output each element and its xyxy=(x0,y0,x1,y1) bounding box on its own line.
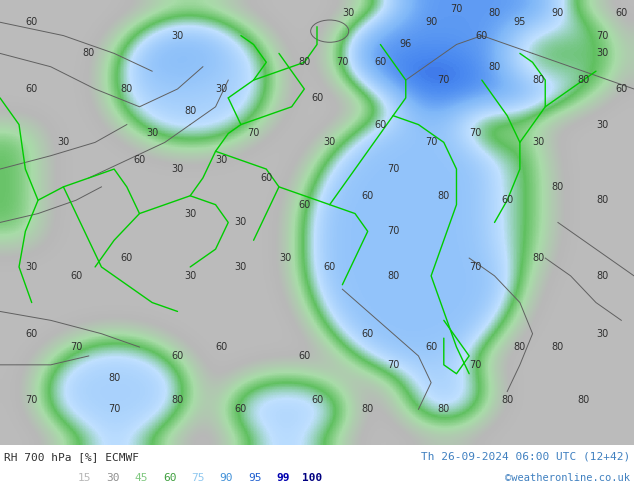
Text: 60: 60 xyxy=(361,329,374,339)
Text: 70: 70 xyxy=(336,57,349,67)
Text: 80: 80 xyxy=(488,62,501,72)
Text: 60: 60 xyxy=(70,271,82,281)
Text: 80: 80 xyxy=(387,271,399,281)
Text: 80: 80 xyxy=(552,182,564,192)
Text: 30: 30 xyxy=(235,218,247,227)
Text: 30: 30 xyxy=(106,473,119,483)
Text: 30: 30 xyxy=(184,209,197,219)
Text: 80: 80 xyxy=(577,75,590,85)
Text: 70: 70 xyxy=(108,404,120,415)
Text: 80: 80 xyxy=(298,57,311,67)
Text: 30: 30 xyxy=(184,271,197,281)
Text: 70: 70 xyxy=(450,4,463,14)
Text: 30: 30 xyxy=(235,262,247,272)
Text: 60: 60 xyxy=(260,173,273,183)
Text: 80: 80 xyxy=(533,75,545,85)
Text: 80: 80 xyxy=(171,395,184,405)
Text: 30: 30 xyxy=(216,155,228,165)
Text: 60: 60 xyxy=(25,17,38,27)
Text: 80: 80 xyxy=(361,404,374,415)
Text: 70: 70 xyxy=(70,342,82,352)
Text: 60: 60 xyxy=(311,93,323,103)
Text: 60: 60 xyxy=(425,342,437,352)
Text: 60: 60 xyxy=(216,342,228,352)
Text: 80: 80 xyxy=(533,253,545,263)
Text: 60: 60 xyxy=(374,120,387,129)
Text: 60: 60 xyxy=(298,199,311,210)
Text: 80: 80 xyxy=(120,84,133,94)
Text: 60: 60 xyxy=(120,253,133,263)
Text: 30: 30 xyxy=(279,253,292,263)
Text: 60: 60 xyxy=(25,84,38,94)
Text: 90: 90 xyxy=(425,17,437,27)
Text: 80: 80 xyxy=(437,404,450,415)
Text: 90: 90 xyxy=(552,8,564,18)
Text: 60: 60 xyxy=(323,262,336,272)
Text: 70: 70 xyxy=(247,128,260,139)
Text: 30: 30 xyxy=(25,262,38,272)
Text: 96: 96 xyxy=(399,40,412,49)
Text: 95: 95 xyxy=(249,473,262,483)
Text: 30: 30 xyxy=(57,137,70,147)
Text: 30: 30 xyxy=(146,128,158,139)
Text: 75: 75 xyxy=(191,473,205,483)
Text: 80: 80 xyxy=(596,195,609,205)
Text: 70: 70 xyxy=(469,128,482,139)
Text: 60: 60 xyxy=(615,84,628,94)
Text: RH 700 hPa [%] ECMWF: RH 700 hPa [%] ECMWF xyxy=(4,452,139,462)
Text: 45: 45 xyxy=(134,473,148,483)
Text: 80: 80 xyxy=(82,49,95,58)
Text: 60: 60 xyxy=(476,30,488,41)
Text: 60: 60 xyxy=(235,404,247,415)
Text: 80: 80 xyxy=(514,342,526,352)
Text: 60: 60 xyxy=(501,195,514,205)
Text: 95: 95 xyxy=(514,17,526,27)
Text: 30: 30 xyxy=(171,30,184,41)
Text: 70: 70 xyxy=(387,226,399,236)
Text: 30: 30 xyxy=(596,120,609,129)
Text: 70: 70 xyxy=(387,360,399,370)
Text: 70: 70 xyxy=(387,164,399,174)
Text: 60: 60 xyxy=(374,57,387,67)
Text: 30: 30 xyxy=(171,164,184,174)
Text: 70: 70 xyxy=(425,137,437,147)
Text: 90: 90 xyxy=(220,473,233,483)
Text: 99: 99 xyxy=(277,473,290,483)
Text: 70: 70 xyxy=(25,395,38,405)
Text: 60: 60 xyxy=(171,351,184,361)
Text: 60: 60 xyxy=(311,395,323,405)
Text: 30: 30 xyxy=(216,84,228,94)
Text: 60: 60 xyxy=(615,8,628,18)
Text: 80: 80 xyxy=(488,8,501,18)
Text: 30: 30 xyxy=(596,49,609,58)
Text: 80: 80 xyxy=(596,271,609,281)
Text: 80: 80 xyxy=(437,191,450,201)
Text: 60: 60 xyxy=(361,191,374,201)
Text: 80: 80 xyxy=(501,395,514,405)
Text: 60: 60 xyxy=(298,351,311,361)
Text: 30: 30 xyxy=(342,8,355,18)
Text: 70: 70 xyxy=(469,262,482,272)
Text: 60: 60 xyxy=(133,155,146,165)
Text: 15: 15 xyxy=(77,473,91,483)
Text: 80: 80 xyxy=(577,395,590,405)
Text: Th 26-09-2024 06:00 UTC (12+42): Th 26-09-2024 06:00 UTC (12+42) xyxy=(421,452,630,462)
Text: 70: 70 xyxy=(437,75,450,85)
Text: 80: 80 xyxy=(184,106,197,116)
Text: 70: 70 xyxy=(469,360,482,370)
Text: 30: 30 xyxy=(323,137,336,147)
Text: 80: 80 xyxy=(108,373,120,383)
Text: 100: 100 xyxy=(302,473,322,483)
Text: 60: 60 xyxy=(25,329,38,339)
Text: 80: 80 xyxy=(552,342,564,352)
Text: 30: 30 xyxy=(533,137,545,147)
Text: ©weatheronline.co.uk: ©weatheronline.co.uk xyxy=(505,473,630,483)
Text: 30: 30 xyxy=(596,329,609,339)
Text: 70: 70 xyxy=(596,30,609,41)
Text: 60: 60 xyxy=(163,473,176,483)
